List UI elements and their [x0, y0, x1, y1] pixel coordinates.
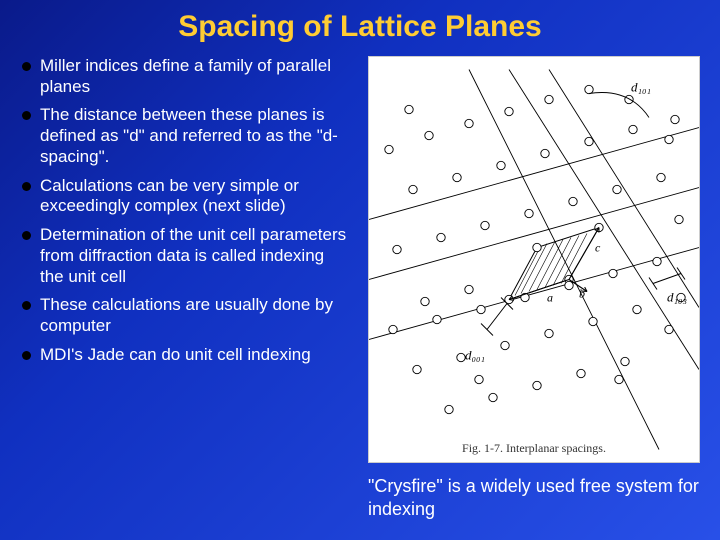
- bullet-list: Miller indices define a family of parall…: [20, 56, 350, 366]
- slide-title: Spacing of Lattice Planes: [20, 10, 700, 44]
- list-item: Calculations can be very simple or excee…: [20, 176, 350, 217]
- svg-text:d₁₀₃: d₁₀₃: [667, 290, 687, 305]
- list-item: The distance between these planes is def…: [20, 105, 350, 167]
- list-item: Determination of the unit cell parameter…: [20, 225, 350, 287]
- left-column: Miller indices define a family of parall…: [20, 56, 350, 520]
- right-column: d₁₀₁ d₀₀₁ d₁₀₃ a b c Fig. 1-7. Interplanar sp…: [368, 56, 700, 520]
- list-item: Miller indices define a family of parall…: [20, 56, 350, 97]
- figure-caption: Fig. 1-7. Interplanar spacings.: [369, 441, 699, 456]
- list-item: MDI's Jade can do unit cell indexing: [20, 345, 350, 366]
- svg-text:d₀₀₁: d₀₀₁: [465, 348, 485, 363]
- svg-text:d₁₀₁: d₁₀₁: [631, 80, 651, 95]
- lattice-diagram: d₁₀₁ d₀₀₁ d₁₀₃ a b c: [369, 57, 699, 462]
- figure-panel: d₁₀₁ d₀₀₁ d₁₀₃ a b c Fig. 1-7. Interplanar sp…: [368, 56, 700, 463]
- slide: Spacing of Lattice Planes Miller indices…: [0, 0, 720, 540]
- svg-text:c: c: [595, 241, 601, 255]
- right-caption: "Crysfire" is a widely used free system …: [368, 475, 700, 520]
- list-item: These calculations are usually done by c…: [20, 295, 350, 336]
- content-columns: Miller indices define a family of parall…: [20, 56, 700, 520]
- svg-text:a: a: [547, 291, 553, 305]
- svg-text:b: b: [579, 287, 585, 301]
